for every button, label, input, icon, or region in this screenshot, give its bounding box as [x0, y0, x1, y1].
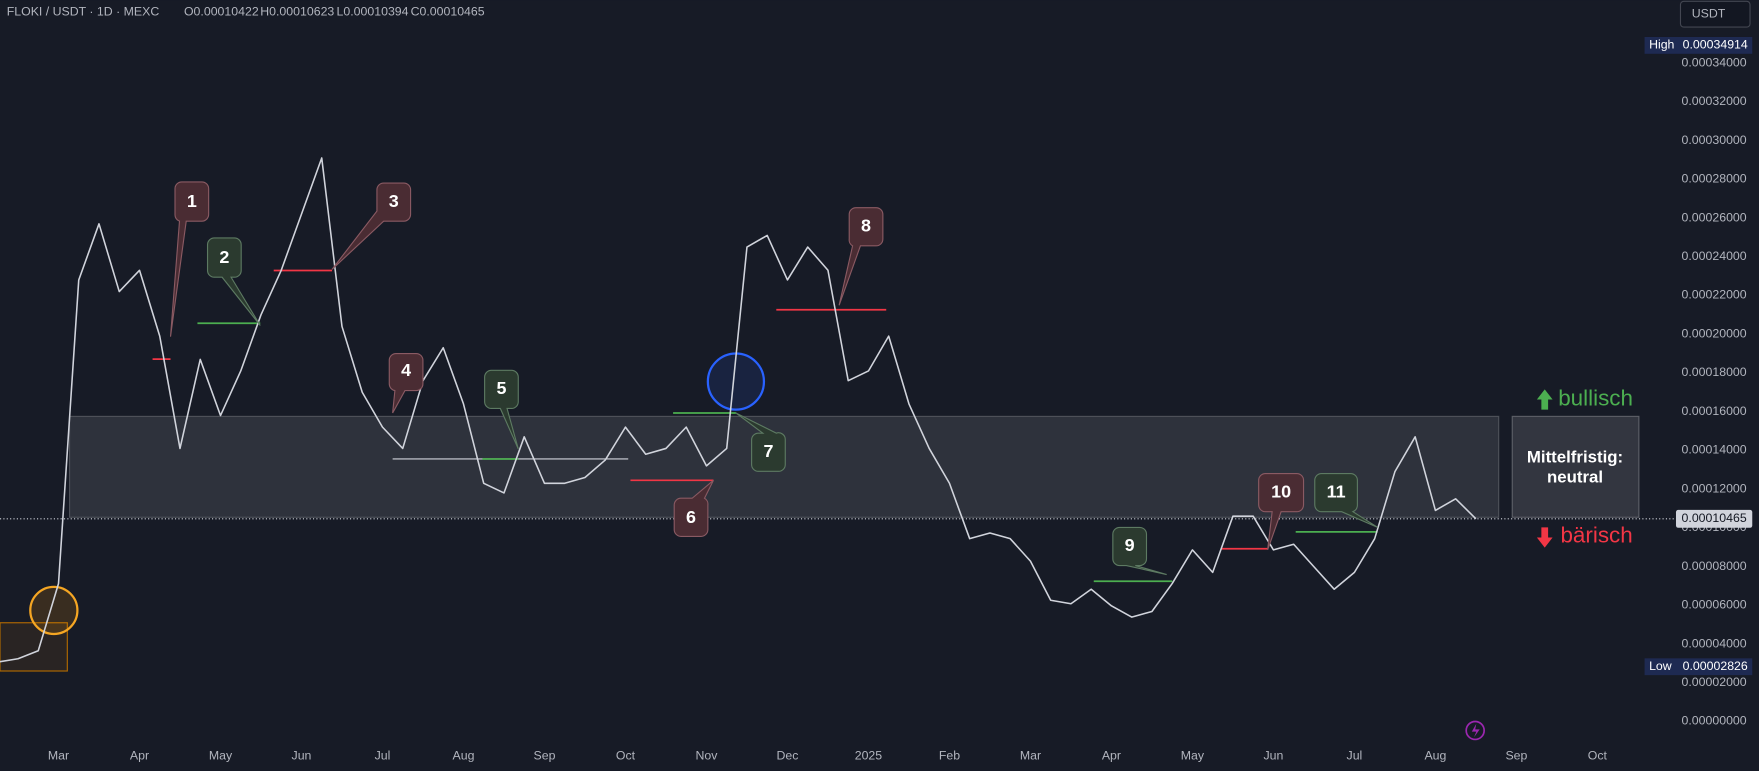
price-marker-tag [1644, 658, 1753, 676]
x-tick-label: May [1181, 749, 1205, 763]
bubble [169, 181, 210, 337]
orange-circle [29, 585, 79, 636]
annotation-label: 7 [763, 441, 773, 461]
price-line [0, 157, 1477, 663]
bubble [838, 207, 884, 306]
price-marker-value: 0.00002826 [1683, 659, 1748, 673]
y-tick-label: 0.00022000 [1682, 288, 1747, 302]
zone-box-line: Mittelfristig: [1527, 447, 1623, 466]
bubble [1314, 473, 1378, 528]
y-tick-label: 0.00024000 [1682, 249, 1747, 263]
plot: 0.00000000 0.00002000 0.00004000 0.00006000… [0, 36, 1753, 763]
annotation-label: 5 [496, 378, 506, 398]
x-tick-label: Apr [1102, 749, 1121, 763]
x-tick-label: Nov [695, 749, 718, 763]
zone-box [1511, 415, 1640, 518]
up-arrow [1536, 389, 1553, 410]
x-tick-label: May [209, 749, 233, 763]
symbol: FLOKI / USDT · 1D · MEXC [7, 5, 160, 19]
x-tick-label: Sep [534, 749, 556, 763]
price-marker-value: 0.00034914 [1683, 38, 1748, 52]
base-box [0, 622, 68, 672]
currency[interactable]: USDT [1692, 6, 1726, 20]
bubble [735, 412, 786, 472]
bubble [388, 352, 424, 414]
y-tick-label: 0.00030000 [1682, 133, 1747, 147]
y-tick-label: 0.00018000 [1682, 365, 1747, 379]
annotation-label: 6 [686, 507, 696, 527]
y-tick-label: 0.00006000 [1682, 598, 1747, 612]
bullish-label: bullisch [1558, 385, 1633, 410]
bubble [673, 479, 714, 537]
x-tick-label: Jul [375, 749, 391, 763]
x-tick-label: Oct [616, 749, 636, 763]
x-tick-label: Jul [1347, 749, 1363, 763]
annotation-label: 2 [219, 247, 229, 267]
x-tick-label: Sep [1505, 749, 1527, 763]
annotation-label: 11 [1327, 481, 1346, 501]
y-tick-label: 0.00000000 [1682, 714, 1747, 728]
annotation-label: 1 [187, 191, 197, 211]
y-tick-label: 0.00032000 [1682, 94, 1747, 108]
high: H0.00010623 [260, 5, 334, 19]
x-tick-label: Feb [939, 749, 960, 763]
y-tick-label: 0.00008000 [1682, 559, 1747, 573]
x-tick-label: Mar [1020, 749, 1041, 763]
x-tick-label: Jun [1263, 749, 1283, 763]
annotation-label: 10 [1271, 481, 1291, 501]
bubble [331, 182, 412, 270]
y-tick-label: 0.00034000 [1682, 55, 1747, 69]
bubble [484, 369, 519, 450]
price-marker-name: High [1649, 38, 1674, 52]
y-tick-label: 0.00028000 [1682, 172, 1747, 186]
bubble [1258, 473, 1305, 551]
bubble [206, 237, 261, 326]
x-tick-label: Jun [292, 749, 312, 763]
price-marker-name: Low [1649, 659, 1672, 673]
annotation-label: 3 [389, 191, 399, 211]
y-tick-label: 0.00016000 [1682, 404, 1747, 418]
close: C0.00010465 [411, 5, 485, 19]
currency-button[interactable] [1679, 0, 1751, 28]
last-price-label: 0.00010465 [1682, 511, 1747, 525]
y-tick-label: 0.00020000 [1682, 326, 1747, 340]
x-tick-label: Dec [776, 749, 798, 763]
y-tick-label: 0.00002000 [1682, 675, 1747, 689]
annotation-label: 9 [1125, 535, 1135, 555]
y-tick-label: 0.00004000 [1682, 636, 1747, 650]
x-tick-label: Mar [48, 749, 69, 763]
zone-box-line: neutral [1547, 467, 1603, 486]
last-price-tag [1675, 509, 1753, 528]
annotation-label: 8 [861, 215, 871, 235]
y-tick-label: 0.00014000 [1682, 443, 1747, 457]
levels [152, 269, 1378, 583]
bubble [1112, 526, 1167, 576]
x-tick-label: Apr [130, 749, 149, 763]
annotations: 1 2 3 4 5 6 7 8 9 10 11 [169, 181, 1378, 576]
down-arrow [1536, 527, 1553, 548]
x-tick-label: Aug [1424, 749, 1446, 763]
alert-icon-bolt [1471, 723, 1480, 738]
annotation-label: 4 [401, 360, 411, 380]
y-tick-label: 0.00012000 [1682, 481, 1747, 495]
x-tick-label: Oct [1588, 749, 1608, 763]
alert-icon[interactable] [1465, 720, 1485, 741]
price-marker-tag [1644, 36, 1753, 54]
y-tick-label: 0.00026000 [1682, 210, 1747, 224]
open: O0.00010422 [184, 5, 259, 19]
x-tick-label: 2025 [855, 749, 883, 763]
x-tick-label: Aug [453, 749, 475, 763]
low: L0.00010394 [337, 5, 409, 19]
bearish-label: bärisch [1560, 522, 1632, 547]
